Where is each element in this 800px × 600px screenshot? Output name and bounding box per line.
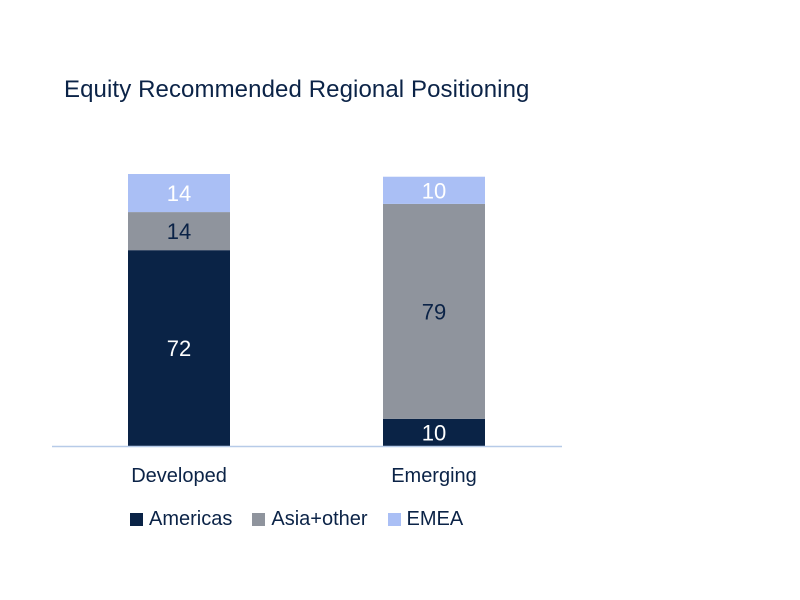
legend-swatch: [130, 513, 143, 526]
x-tick-label: Emerging: [391, 465, 477, 487]
legend: Americas Asia+other EMEA: [130, 508, 463, 531]
legend-label: Americas: [149, 508, 233, 530]
data-label: 14: [167, 219, 191, 244]
legend-label: Asia+other: [271, 508, 368, 530]
legend-item: EMEA: [387, 508, 464, 531]
data-label: 79: [422, 299, 446, 324]
legend-swatch: [387, 513, 401, 526]
data-label: 10: [422, 178, 446, 203]
legend-item: Americas: [130, 508, 232, 531]
data-label: 72: [167, 336, 191, 361]
data-label: 14: [167, 181, 191, 206]
bar-developed-americas: [128, 250, 230, 446]
chart-title: Equity Recommended Regional Positioning: [64, 76, 530, 103]
bar-developed-emea: [128, 174, 230, 213]
legend-swatch: [252, 513, 266, 526]
bar-emerging-emea: [383, 176, 485, 204]
legend-label: EMEA: [406, 508, 464, 530]
bar-emerging-americas: [383, 418, 485, 446]
bars-group: 72 14 14 10 79 10: [128, 174, 485, 446]
x-tick-label: Developed: [131, 465, 227, 487]
data-label: 10: [422, 420, 446, 445]
bar-developed-asia-other: [128, 212, 230, 251]
bar-emerging-asia-other: [383, 203, 485, 419]
x-tick-labels: Developed Emerging: [131, 465, 477, 487]
legend-item: Asia+other: [252, 508, 368, 531]
